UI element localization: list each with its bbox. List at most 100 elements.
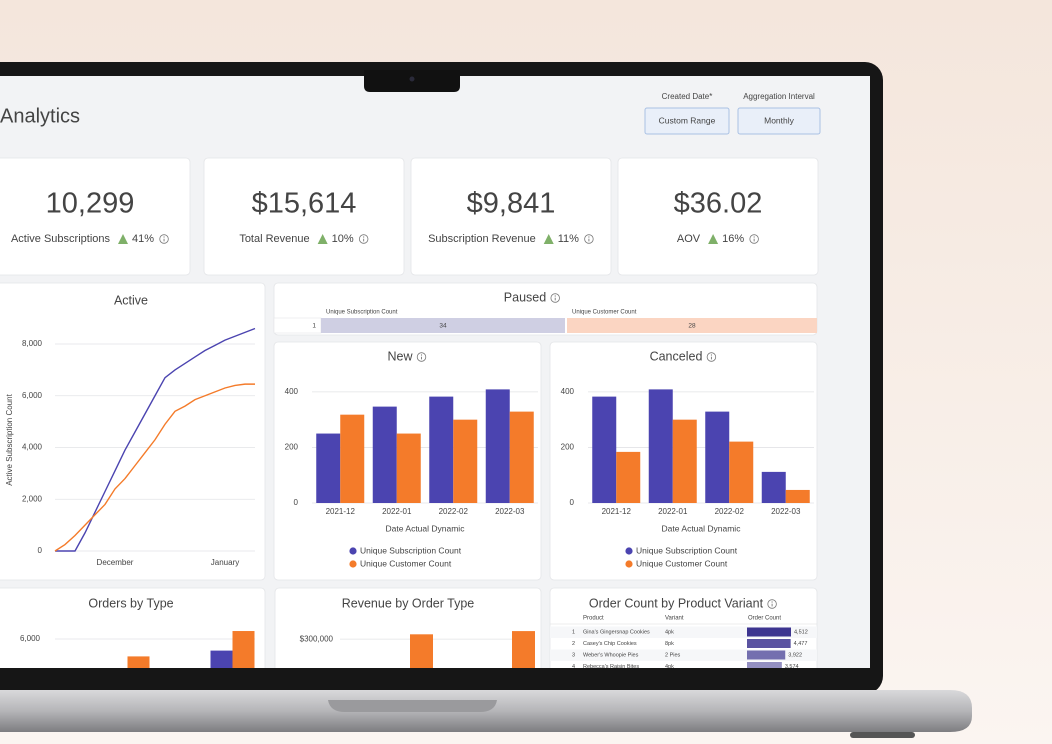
y-axis-label: Active Subscription Count <box>5 393 14 485</box>
bar <box>453 419 478 503</box>
bar <box>316 433 341 503</box>
x-tick-label: 2021-12 <box>326 507 356 516</box>
info-icon-dot <box>771 601 773 603</box>
kpi-up-arrow <box>317 234 328 244</box>
kpi-value: $9,841 <box>467 188 556 220</box>
legend-swatch <box>349 560 357 568</box>
card-title: Active <box>114 293 148 307</box>
cell-value: 28 <box>688 323 696 330</box>
column-header: Unique Subscription Count <box>326 310 398 316</box>
x-tick-label: 2022-03 <box>495 507 525 516</box>
info-icon-dot <box>420 354 423 356</box>
row-label: 1 <box>312 323 316 330</box>
card <box>617 157 819 276</box>
x-axis-label: Date Actual Dynamic <box>386 523 466 533</box>
y-tick-label: 200 <box>285 443 299 452</box>
filter-button-text: Monthly <box>764 115 795 125</box>
kpi-change: 16% <box>722 233 744 245</box>
row-rank: 3 <box>572 652 575 658</box>
bar <box>616 451 641 503</box>
kpi-change: 41% <box>132 233 154 245</box>
y-tick-label: 0 <box>294 498 299 507</box>
count-label: 3,922 <box>788 652 802 658</box>
legend-swatch <box>349 547 357 555</box>
kpi-label: Total Revenue <box>239 233 309 245</box>
y-tick-label: 2,000 <box>22 494 43 503</box>
kpi-up-arrow <box>118 234 129 244</box>
kpi-change: 10% <box>332 233 354 245</box>
y-tick-label: 6,000 <box>20 634 41 643</box>
dashboard: Analytics Created Date* Custom Range Aggreg… <box>0 92 821 670</box>
x-tick-label: January <box>211 558 239 567</box>
info-icon <box>584 234 594 244</box>
kpi-value: 10,299 <box>46 188 135 220</box>
page-title: Analytics <box>0 105 80 127</box>
info-icon-dot <box>363 236 365 238</box>
filter-label: Created Date* <box>662 92 713 101</box>
bar <box>785 489 810 503</box>
card <box>203 157 405 276</box>
column-header: Variant <box>665 616 684 622</box>
info-icon-dot <box>753 236 755 238</box>
column-header: Order Count <box>748 616 781 622</box>
product-name: Gina's Gingersnap Cookies <box>583 629 650 635</box>
bar <box>340 414 365 503</box>
row-stripe <box>550 626 817 638</box>
kpi-up-arrow <box>708 234 719 244</box>
filter-button[interactable] <box>644 107 730 135</box>
legend-label: Unique Customer Count <box>360 558 452 568</box>
legend-label: Unique Customer Count <box>636 558 728 568</box>
y-tick-label: $300,000 <box>300 634 334 643</box>
y-tick-label: 200 <box>561 443 575 452</box>
row-stripe <box>550 649 817 661</box>
y-tick-label: 8,000 <box>22 339 43 348</box>
x-tick-label: 2022-01 <box>382 507 412 516</box>
kpi-label: AOV <box>677 233 701 245</box>
row-rank: 1 <box>572 629 575 635</box>
value-cell <box>321 318 565 333</box>
filter-button[interactable] <box>737 107 821 135</box>
y-tick-label: 0 <box>38 546 43 555</box>
kpi-up-arrow <box>543 234 554 244</box>
cell-value: 34 <box>439 323 447 330</box>
legend-label: Unique Subscription Count <box>636 545 738 555</box>
card <box>410 157 612 276</box>
x-axis-label: Date Actual Dynamic <box>662 523 742 533</box>
bar <box>485 389 510 503</box>
kpi-label: Subscription Revenue <box>428 233 536 245</box>
filter-button-text: Custom Range <box>659 115 716 125</box>
bar <box>761 471 786 503</box>
card-title: Revenue by Order Type <box>342 596 475 610</box>
bar <box>592 396 617 503</box>
bar <box>512 631 535 668</box>
card <box>0 282 266 581</box>
y-tick-label: 6,000 <box>22 391 43 400</box>
count-label: 3,574 <box>785 664 799 670</box>
bar <box>509 411 534 503</box>
info-icon <box>706 352 717 362</box>
y-tick-label: 0 <box>570 498 575 507</box>
base-notch <box>328 700 497 712</box>
info-icon <box>767 599 777 609</box>
info-icon <box>550 293 560 303</box>
line-series <box>54 383 255 552</box>
legend-label: Unique Subscription Count <box>360 545 462 555</box>
x-tick-label: December <box>97 558 134 567</box>
card-title: Order Count by Product Variant <box>589 596 764 610</box>
kpi-value: $36.02 <box>674 188 763 220</box>
variant-name: 2 Pies <box>665 652 681 658</box>
card-title: Paused <box>504 290 546 304</box>
count-bar <box>747 650 786 660</box>
card <box>0 157 191 276</box>
card <box>274 587 542 668</box>
y-tick-label: 400 <box>285 387 299 396</box>
info-icon-dot <box>588 236 590 238</box>
bar <box>127 656 150 668</box>
row-rank: 4 <box>572 664 575 670</box>
product-name: Rebecca's Raisin Bites <box>583 664 639 670</box>
bar <box>672 419 697 503</box>
info-icon <box>358 234 369 244</box>
foot <box>850 732 915 738</box>
